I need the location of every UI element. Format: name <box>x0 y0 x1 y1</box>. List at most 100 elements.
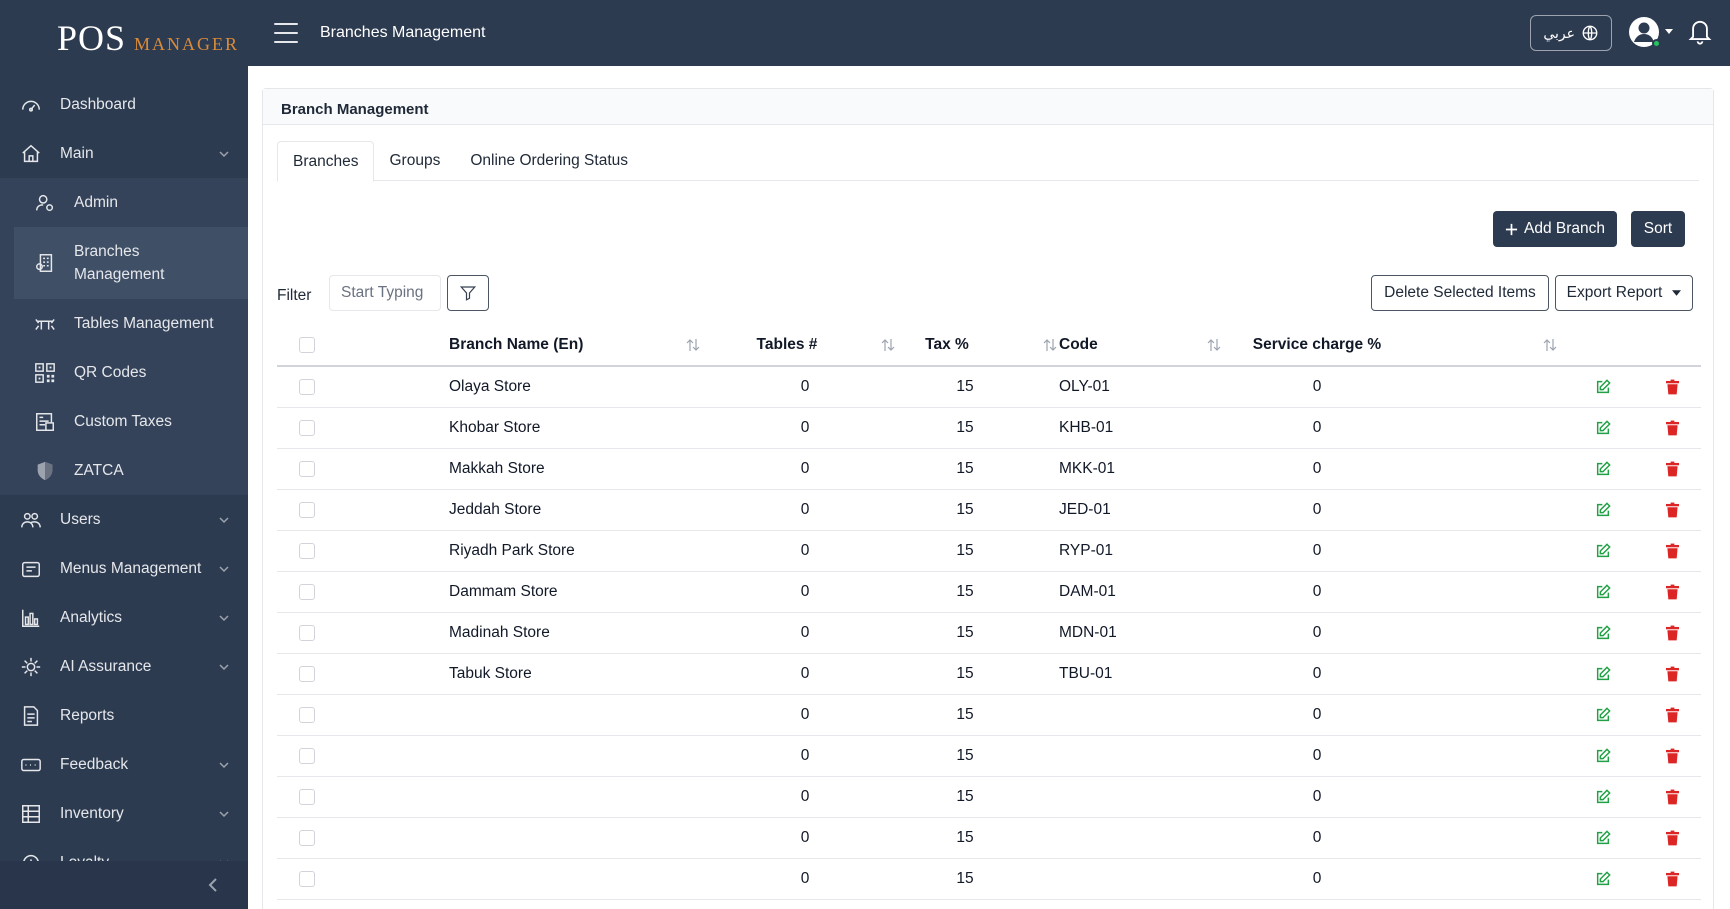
header-tables[interactable]: Tables # <box>756 336 818 353</box>
edit-icon[interactable] <box>1595 613 1611 653</box>
sidebar-item-reports[interactable]: Reports <box>0 691 248 740</box>
table-row[interactable]: Olaya Store 0 15 OLY-01 0 <box>277 367 1701 408</box>
trash-icon[interactable] <box>1666 695 1679 735</box>
row-checkbox[interactable] <box>299 543 315 559</box>
trash-icon[interactable] <box>1666 490 1679 530</box>
table-row[interactable]: Jeddah Store 0 15 JED-01 0 <box>277 490 1701 531</box>
row-checkbox[interactable] <box>299 502 315 518</box>
sidebar-item-main[interactable]: Main <box>0 129 248 178</box>
filter-button[interactable] <box>447 275 489 311</box>
row-checkbox[interactable] <box>299 666 315 682</box>
edit-icon[interactable] <box>1595 449 1611 489</box>
header-branch-name[interactable]: Branch Name (En) <box>449 336 584 353</box>
trash-icon[interactable] <box>1666 449 1679 489</box>
table-row[interactable]: Makkah Store 0 15 MKK-01 0 <box>277 449 1701 490</box>
table-row[interactable]: 0 15 0 <box>277 695 1701 736</box>
tables-count-cell: 0 <box>800 542 810 559</box>
tab-branches[interactable]: Branches <box>277 141 375 182</box>
edit-icon[interactable] <box>1595 531 1611 571</box>
row-checkbox[interactable] <box>299 625 315 641</box>
add-branch-button[interactable]: Add Branch <box>1493 211 1617 247</box>
edit-icon[interactable] <box>1595 408 1611 448</box>
user-menu[interactable] <box>1628 16 1674 48</box>
table-row[interactable]: 0 15 0 <box>277 818 1701 859</box>
sort-arrows-icon[interactable] <box>1543 337 1557 353</box>
tax-cell: 15 <box>956 624 974 641</box>
sidebar-item-feedback[interactable]: Feedback <box>0 740 248 789</box>
row-checkbox[interactable] <box>299 789 315 805</box>
sidebar-item-qr-codes[interactable]: QR Codes <box>0 348 248 397</box>
sort-button[interactable]: Sort <box>1631 211 1685 247</box>
select-all-checkbox[interactable] <box>299 337 315 353</box>
sidebar-item-custom-taxes[interactable]: Custom Taxes <box>0 397 248 446</box>
trash-icon[interactable] <box>1666 654 1679 694</box>
sidebar-item-ai-assurance[interactable]: AI Assurance <box>0 642 248 691</box>
row-checkbox[interactable] <box>299 748 315 764</box>
brand-logo[interactable]: POS MANAGER <box>0 0 248 76</box>
sidebar-item-menus-management[interactable]: Menus Management <box>0 544 248 593</box>
trash-icon[interactable] <box>1666 859 1679 899</box>
tab-groups[interactable]: Groups <box>389 152 441 169</box>
header-service-charge[interactable]: Service charge % <box>1252 336 1382 353</box>
avatar[interactable] <box>1628 16 1661 48</box>
edit-icon[interactable] <box>1595 572 1611 612</box>
edit-icon[interactable] <box>1595 777 1611 817</box>
globe-icon <box>1582 25 1598 41</box>
table-row[interactable]: 0 15 0 <box>277 777 1701 818</box>
header-code[interactable]: Code <box>1059 336 1098 353</box>
filter-input[interactable] <box>329 275 441 311</box>
collapse-sidebar-icon[interactable] <box>206 877 220 893</box>
row-checkbox[interactable] <box>299 830 315 846</box>
trash-icon[interactable] <box>1666 736 1679 776</box>
sort-arrows-icon[interactable] <box>686 337 700 353</box>
table-row[interactable]: Madinah Store 0 15 MDN-01 0 <box>277 613 1701 654</box>
edit-icon[interactable] <box>1595 654 1611 694</box>
table-row[interactable]: 0 15 0 <box>277 859 1701 900</box>
sidebar-item-tables-management[interactable]: Tables Management <box>0 299 248 348</box>
sidebar-item-zatca[interactable]: ZATCA <box>0 446 248 495</box>
table-row[interactable]: 0 15 0 <box>277 736 1701 777</box>
sort-arrows-icon[interactable] <box>881 337 895 353</box>
edit-icon[interactable] <box>1595 736 1611 776</box>
trash-icon[interactable] <box>1666 531 1679 571</box>
bell-icon[interactable] <box>1686 16 1714 46</box>
trash-icon[interactable] <box>1666 408 1679 448</box>
row-checkbox[interactable] <box>299 584 315 600</box>
sort-arrows-icon[interactable] <box>1207 337 1221 353</box>
table-row[interactable]: Khobar Store 0 15 KHB-01 0 <box>277 408 1701 449</box>
export-report-dropdown[interactable]: Export Report <box>1555 275 1693 311</box>
row-checkbox[interactable] <box>299 461 315 477</box>
trash-icon[interactable] <box>1666 572 1679 612</box>
sidebar-item-admin[interactable]: Admin <box>0 178 248 227</box>
delete-selected-button[interactable]: Delete Selected Items <box>1371 275 1549 311</box>
trash-icon[interactable] <box>1666 777 1679 817</box>
row-checkbox[interactable] <box>299 420 315 436</box>
edit-icon[interactable] <box>1595 818 1611 858</box>
edit-icon[interactable] <box>1595 859 1611 899</box>
hamburger-menu-icon[interactable] <box>274 23 298 43</box>
trash-icon[interactable] <box>1666 818 1679 858</box>
table-row[interactable]: Tabuk Store 0 15 TBU-01 0 <box>277 654 1701 695</box>
table-row[interactable]: Riyadh Park Store 0 15 RYP-01 0 <box>277 531 1701 572</box>
sort-arrows-icon[interactable] <box>1043 337 1057 353</box>
edit-icon[interactable] <box>1595 695 1611 735</box>
row-checkbox[interactable] <box>299 379 315 395</box>
trash-icon[interactable] <box>1666 367 1679 407</box>
sidebar-item-dashboard[interactable]: Dashboard <box>0 80 248 129</box>
language-toggle-button[interactable]: عربي <box>1530 15 1612 51</box>
trash-icon[interactable] <box>1666 613 1679 653</box>
tab-online-ordering-status[interactable]: Online Ordering Status <box>470 152 628 169</box>
sidebar-item-branches-management[interactable]: Branches Management <box>14 227 248 299</box>
row-checkbox[interactable] <box>299 871 315 887</box>
table-row[interactable]: Dammam Store 0 15 DAM-01 0 <box>277 572 1701 613</box>
tables-count-cell: 0 <box>800 665 810 682</box>
code-cell: DAM-01 <box>1059 583 1116 600</box>
sidebar-item-analytics[interactable]: Analytics <box>0 593 248 642</box>
row-checkbox[interactable] <box>299 707 315 723</box>
sidebar-item-users[interactable]: Users <box>0 495 248 544</box>
header-tax[interactable]: Tax % <box>925 336 969 353</box>
edit-icon[interactable] <box>1595 490 1611 530</box>
tables-count-cell: 0 <box>800 583 810 600</box>
sidebar-item-inventory[interactable]: Inventory <box>0 789 248 838</box>
edit-icon[interactable] <box>1595 367 1611 407</box>
